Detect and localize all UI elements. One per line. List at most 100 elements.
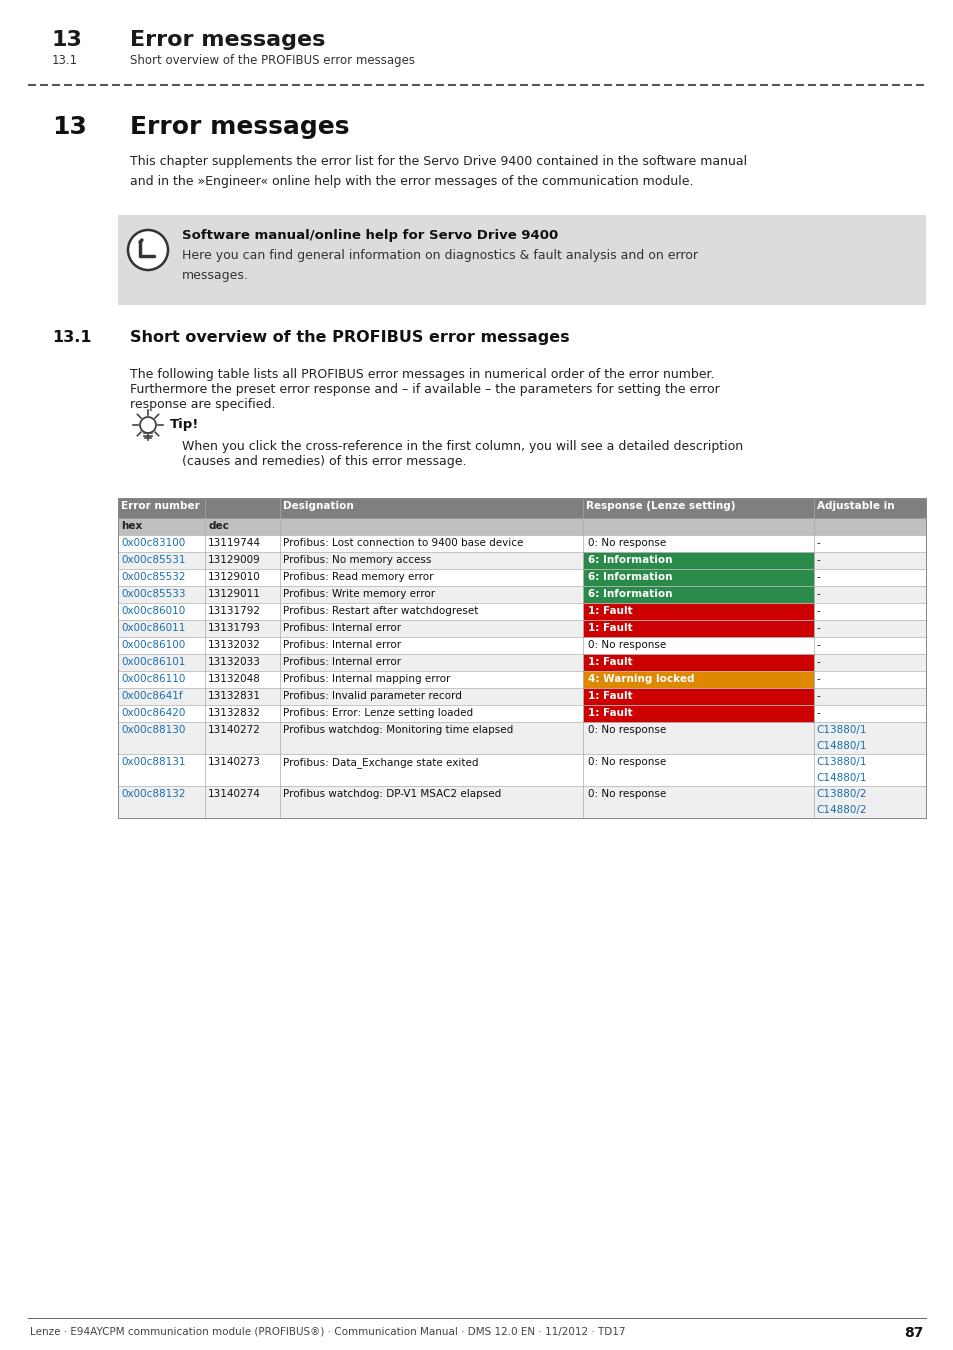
Text: 13132831: 13132831 — [208, 691, 261, 701]
Text: 0x00c8641f: 0x00c8641f — [121, 691, 182, 701]
Bar — [118, 637, 925, 653]
Text: Designation: Designation — [283, 501, 354, 512]
Text: Error number: Error number — [121, 501, 199, 512]
Text: 13131792: 13131792 — [208, 606, 261, 616]
Bar — [583, 586, 813, 603]
Text: (causes and remedies) of this error message.: (causes and remedies) of this error mess… — [182, 455, 466, 468]
Bar — [583, 653, 813, 671]
Text: Response (Lenze setting): Response (Lenze setting) — [586, 501, 735, 512]
Text: 0x00c88131: 0x00c88131 — [121, 757, 185, 767]
Text: 13132032: 13132032 — [208, 640, 261, 649]
Circle shape — [140, 417, 156, 433]
Bar — [118, 705, 925, 722]
Text: 0x00c88130: 0x00c88130 — [121, 725, 185, 734]
Text: -: - — [816, 657, 820, 667]
Text: -: - — [816, 606, 820, 616]
Text: Profibus watchdog: DP-V1 MSAC2 elapsed: Profibus watchdog: DP-V1 MSAC2 elapsed — [283, 788, 501, 799]
Text: C13880/1
C14880/1: C13880/1 C14880/1 — [816, 757, 866, 783]
Bar — [118, 722, 925, 755]
Text: Short overview of the PROFIBUS error messages: Short overview of the PROFIBUS error mes… — [130, 329, 569, 346]
Bar — [583, 603, 813, 620]
Text: 1: Fault: 1: Fault — [588, 606, 633, 616]
Bar — [583, 705, 813, 722]
Text: 13140274: 13140274 — [208, 788, 261, 799]
Text: 13132832: 13132832 — [208, 707, 261, 718]
Text: This chapter supplements the error list for the Servo Drive 9400 contained in th: This chapter supplements the error list … — [130, 155, 746, 188]
Bar — [118, 688, 925, 705]
Text: The following table lists all PROFIBUS error messages in numerical order of the : The following table lists all PROFIBUS e… — [130, 369, 714, 381]
Text: 0x00c86100: 0x00c86100 — [121, 640, 185, 649]
Circle shape — [128, 230, 168, 270]
Text: -: - — [816, 674, 820, 684]
Bar — [583, 620, 813, 637]
Text: Profibus: Internal error: Profibus: Internal error — [283, 657, 401, 667]
Bar — [583, 568, 813, 586]
Text: 1: Fault: 1: Fault — [588, 707, 633, 718]
Text: -: - — [816, 691, 820, 701]
Text: 13: 13 — [52, 30, 83, 50]
Bar — [118, 535, 925, 552]
Text: Profibus: Restart after watchdogreset: Profibus: Restart after watchdogreset — [283, 606, 478, 616]
Bar — [118, 498, 925, 818]
Text: Profibus: Internal error: Profibus: Internal error — [283, 622, 401, 633]
Text: 13.1: 13.1 — [52, 329, 91, 346]
Text: C13880/2
C14880/2: C13880/2 C14880/2 — [816, 788, 866, 814]
Text: Profibus: Invalid parameter record: Profibus: Invalid parameter record — [283, 691, 462, 701]
Text: 13: 13 — [52, 115, 87, 139]
Text: 13129011: 13129011 — [208, 589, 261, 599]
Text: 6: Information: 6: Information — [588, 572, 672, 582]
Bar — [118, 586, 925, 603]
Text: 0: No response: 0: No response — [588, 539, 666, 548]
Bar — [118, 653, 925, 671]
Text: Profibus: Write memory error: Profibus: Write memory error — [283, 589, 436, 599]
Text: 0x00c86101: 0x00c86101 — [121, 657, 185, 667]
Text: When you click the cross-reference in the first column, you will see a detailed : When you click the cross-reference in th… — [182, 440, 742, 454]
Text: hex: hex — [121, 521, 142, 531]
Text: 0: No response: 0: No response — [588, 725, 666, 734]
Text: 13129009: 13129009 — [208, 555, 261, 566]
Bar — [118, 620, 925, 637]
Text: C13880/1
C14880/1: C13880/1 C14880/1 — [816, 725, 866, 751]
Text: response are specified.: response are specified. — [130, 398, 275, 410]
Text: -: - — [816, 572, 820, 582]
Text: 0x00c88132: 0x00c88132 — [121, 788, 185, 799]
Bar — [118, 603, 925, 620]
Text: 13132048: 13132048 — [208, 674, 261, 684]
Text: Profibus: Internal mapping error: Profibus: Internal mapping error — [283, 674, 451, 684]
Text: -: - — [816, 640, 820, 649]
Text: 13.1: 13.1 — [52, 54, 78, 68]
Text: Profibus: No memory access: Profibus: No memory access — [283, 555, 432, 566]
Text: 0x00c86011: 0x00c86011 — [121, 622, 185, 633]
Text: 13132033: 13132033 — [208, 657, 261, 667]
Text: 0x00c85533: 0x00c85533 — [121, 589, 185, 599]
Text: 0x00c86420: 0x00c86420 — [121, 707, 185, 718]
Text: Profibus: Data_Exchange state exited: Profibus: Data_Exchange state exited — [283, 757, 478, 768]
Text: -: - — [816, 589, 820, 599]
Bar — [118, 552, 925, 568]
Text: Profibus watchdog: Monitoring time elapsed: Profibus watchdog: Monitoring time elaps… — [283, 725, 513, 734]
Text: Short overview of the PROFIBUS error messages: Short overview of the PROFIBUS error mes… — [130, 54, 415, 68]
Bar — [118, 215, 925, 305]
Text: -: - — [816, 539, 820, 548]
Text: Tip!: Tip! — [170, 418, 199, 431]
Text: 87: 87 — [903, 1326, 923, 1341]
Text: Profibus: Internal error: Profibus: Internal error — [283, 640, 401, 649]
Bar — [118, 498, 925, 518]
Text: Adjustable in: Adjustable in — [816, 501, 893, 512]
Text: 6: Information: 6: Information — [588, 589, 672, 599]
Text: Here you can find general information on diagnostics & fault analysis and on err: Here you can find general information on… — [182, 248, 698, 282]
Text: dec: dec — [208, 521, 229, 531]
Text: 4: Warning locked: 4: Warning locked — [588, 674, 694, 684]
Text: -: - — [816, 622, 820, 633]
Text: 0: No response: 0: No response — [588, 757, 666, 767]
Bar — [118, 671, 925, 689]
Text: 0x00c86010: 0x00c86010 — [121, 606, 185, 616]
Text: 0x00c85531: 0x00c85531 — [121, 555, 185, 566]
Bar — [118, 786, 925, 818]
Text: -: - — [816, 555, 820, 566]
Text: Software manual/online help for Servo Drive 9400: Software manual/online help for Servo Dr… — [182, 230, 558, 242]
Text: 1: Fault: 1: Fault — [588, 691, 633, 701]
Bar — [118, 755, 925, 786]
Bar — [118, 568, 925, 586]
Text: Profibus: Error: Lenze setting loaded: Profibus: Error: Lenze setting loaded — [283, 707, 473, 718]
